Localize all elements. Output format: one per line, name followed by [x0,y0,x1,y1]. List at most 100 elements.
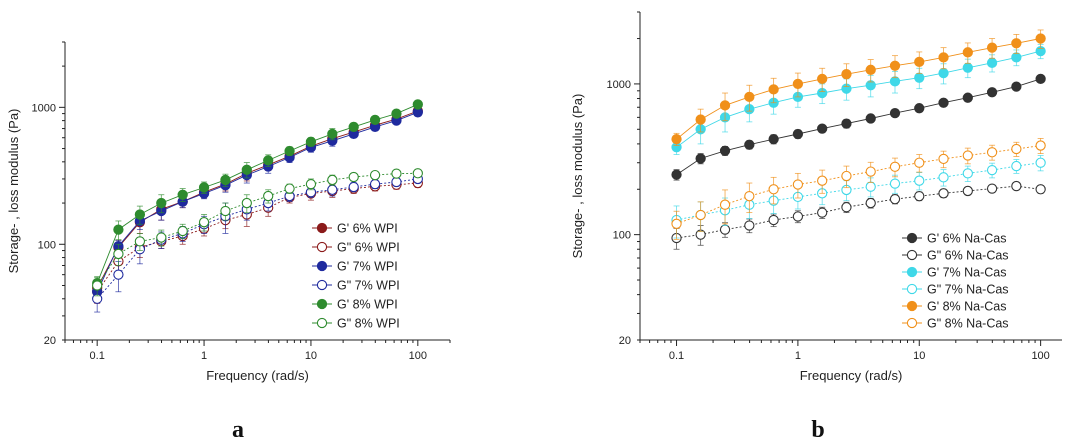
data-point [962,168,973,179]
data-point [369,114,381,126]
series-line [676,185,1041,239]
x-tick-label: 100 [409,350,427,362]
chart-panel-a: 0.1 1 10 100 20 100 1000 Frequency (rad/s) Stora… [6,41,451,383]
data-point [962,150,973,161]
data-point [719,224,731,235]
data-point [986,183,998,194]
data-point [695,114,706,125]
data-point [1035,73,1046,85]
legend-marker [316,241,328,253]
series-line [676,78,1041,176]
legend: G' 6% Na-Cas G" 6% Na-Cas G' 7% Na-Cas G" 7… [902,232,1009,331]
series-3 [671,155,1046,239]
data-point [1035,184,1046,195]
data-point [348,171,359,183]
legend-entry: G' 8% Na-Cas [927,300,1007,314]
data-point [744,139,755,150]
data-point [412,99,423,110]
legend-entry: G' 7% WPI [337,260,398,274]
data-point [768,214,779,226]
data-point [744,220,755,231]
data-point [305,136,317,147]
data-point [938,188,949,199]
data-point [986,87,998,98]
data-point [841,118,852,129]
data-point [113,269,124,280]
data-point [113,248,124,260]
legend-marker [906,283,918,295]
legend-marker [316,298,328,310]
series-5 [671,138,1046,240]
data-point [412,168,423,179]
data-point [962,185,973,197]
data-point [938,67,949,79]
data-point [1011,52,1022,63]
x-tick-label: 1 [201,350,207,362]
data-point [865,181,876,192]
data-point [369,178,381,190]
data-point [348,121,359,133]
data-point [938,153,949,165]
y-axis-label: Storage- , loss modulus (Pa) [6,109,21,274]
legend-entry: G" 7% WPI [337,279,400,293]
legend: G' 6% WPI G" 6% WPI G' 7% WPI G" 7% WPI G' 8… [312,222,400,331]
data-point [914,56,925,68]
data-point [1011,81,1022,92]
data-point [889,107,901,119]
data-point [719,100,731,111]
series-4 [671,29,1046,146]
legend-entry: G' 6% WPI [337,222,398,236]
data-point [284,183,295,194]
legend-marker [906,300,918,312]
legend-entry: G' 7% Na-Cas [927,266,1007,280]
data-point [914,157,925,168]
data-point [962,47,973,58]
y-tick-label: 20 [619,335,631,347]
data-point [817,175,828,186]
x-tick-label: 10 [305,350,317,362]
series-line [676,145,1041,225]
data-point [284,145,295,157]
series-4 [92,99,423,290]
data-point [865,166,876,177]
y-axis-label: Storage- , loss modulus (Pa) [570,94,585,259]
data-point [671,134,682,145]
data-point [938,97,949,108]
data-point [305,178,317,190]
data-point [220,205,231,217]
data-point [986,57,998,68]
data-point [348,181,359,193]
series-line [676,50,1041,148]
data-point [263,155,274,166]
data-point [1035,33,1046,44]
x-tick-label: 10 [913,350,925,362]
legend-entry: G" 8% Na-Cas [927,317,1009,331]
data-point [671,169,682,180]
data-point [744,191,755,202]
data-point [817,123,828,134]
panel-label-b: b [811,417,824,441]
series-5 [92,168,423,297]
data-point [889,193,901,205]
data-point [327,128,338,140]
data-point [889,60,901,71]
data-point [695,153,706,164]
data-point [792,211,804,222]
y-tick-label: 1000 [607,79,631,91]
legend-entry: G" 6% Na-Cas [927,249,1009,263]
data-point [198,217,210,228]
legend-entry: G' 8% WPI [337,298,398,312]
data-point [1011,143,1022,155]
data-point [889,161,901,172]
data-point [865,197,876,209]
legend-marker [906,266,918,278]
data-point [156,197,167,209]
x-tick-label: 100 [1031,350,1049,362]
series-line [96,111,418,292]
panel-label-a: a [232,417,244,441]
data-point [865,64,876,75]
data-point [962,92,973,103]
data-point [1035,140,1046,151]
data-point [817,73,828,85]
